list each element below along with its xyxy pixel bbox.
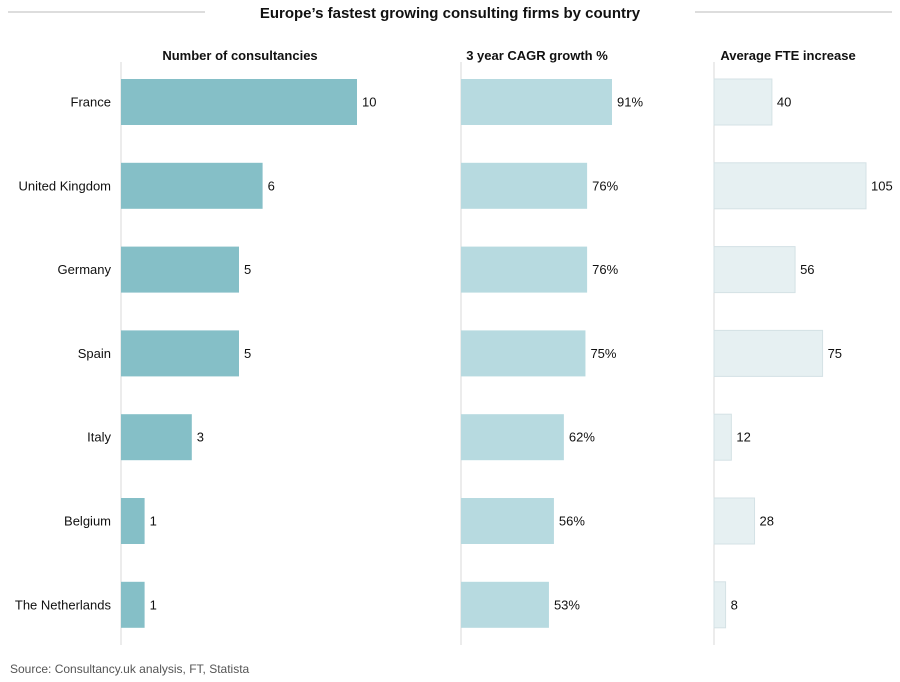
category-label-germany: Germany xyxy=(58,262,112,277)
chart-title: Europe’s fastest growing consulting firm… xyxy=(260,5,641,22)
panel-3: Average FTE increase 40 105 56 75 12 28 8 xyxy=(713,48,893,645)
bar xyxy=(121,246,239,293)
data-label: 76% xyxy=(592,178,618,193)
bar xyxy=(121,414,192,461)
bar xyxy=(713,78,773,126)
data-label: 91% xyxy=(617,95,643,110)
bar xyxy=(713,497,756,545)
bar xyxy=(461,330,586,377)
bar xyxy=(121,162,263,209)
data-label: 1 xyxy=(150,597,157,612)
data-label: 3 xyxy=(197,430,204,445)
data-label: 56 xyxy=(800,262,814,277)
data-label: 28 xyxy=(760,514,774,529)
category-label-spain: Spain xyxy=(78,346,111,361)
data-label: 1 xyxy=(150,514,157,529)
data-label: 5 xyxy=(244,262,251,277)
data-label: 5 xyxy=(244,346,251,361)
data-label: 56% xyxy=(559,514,585,529)
panel-title: Average FTE increase xyxy=(720,48,855,63)
bar xyxy=(461,498,554,544)
data-label: 10 xyxy=(362,95,376,110)
bar xyxy=(713,329,824,377)
data-label: 62% xyxy=(569,430,595,445)
data-label: 76% xyxy=(592,262,618,277)
data-label: 12 xyxy=(736,430,750,445)
bar xyxy=(461,79,612,125)
bar xyxy=(121,581,145,628)
data-label: 75 xyxy=(828,346,842,361)
data-label: 53% xyxy=(554,597,580,612)
data-label: 6 xyxy=(268,178,275,193)
category-label-the-netherlands: The Netherlands xyxy=(15,597,112,612)
bar xyxy=(121,498,145,544)
data-label: 105 xyxy=(871,178,893,193)
category-labels: France United Kingdom Germany Spain Italy Bel… xyxy=(15,95,112,613)
bar xyxy=(461,162,588,209)
bar xyxy=(461,414,564,461)
source-note: Source: Consultancy.uk analysis, FT, Sta… xyxy=(10,662,250,676)
bar xyxy=(713,246,796,294)
data-label: 8 xyxy=(731,597,738,612)
bar xyxy=(121,79,357,125)
bar xyxy=(121,330,239,377)
bar xyxy=(713,581,727,629)
data-label: 75% xyxy=(590,346,616,361)
category-label-italy: Italy xyxy=(87,430,111,445)
panel-title: 3 year CAGR growth % xyxy=(466,48,608,63)
panel-title: Number of consultancies xyxy=(162,48,317,63)
bar xyxy=(461,581,549,628)
category-label-belgium: Belgium xyxy=(64,514,111,529)
data-label: 40 xyxy=(777,95,791,110)
panel-2: 3 year CAGR growth % 91% 76% 76% 75% 62% 56% 53… xyxy=(460,48,643,645)
bar xyxy=(713,413,732,461)
category-label-united-kingdom: United Kingdom xyxy=(19,178,112,193)
bar xyxy=(713,162,867,210)
bar xyxy=(461,246,588,293)
panels: Number of consultancies 10 6 5 5 3 1 1 3 year CA… xyxy=(120,48,893,645)
category-label-france: France xyxy=(71,95,111,110)
panel-1: Number of consultancies 10 6 5 5 3 1 1 xyxy=(120,48,376,645)
